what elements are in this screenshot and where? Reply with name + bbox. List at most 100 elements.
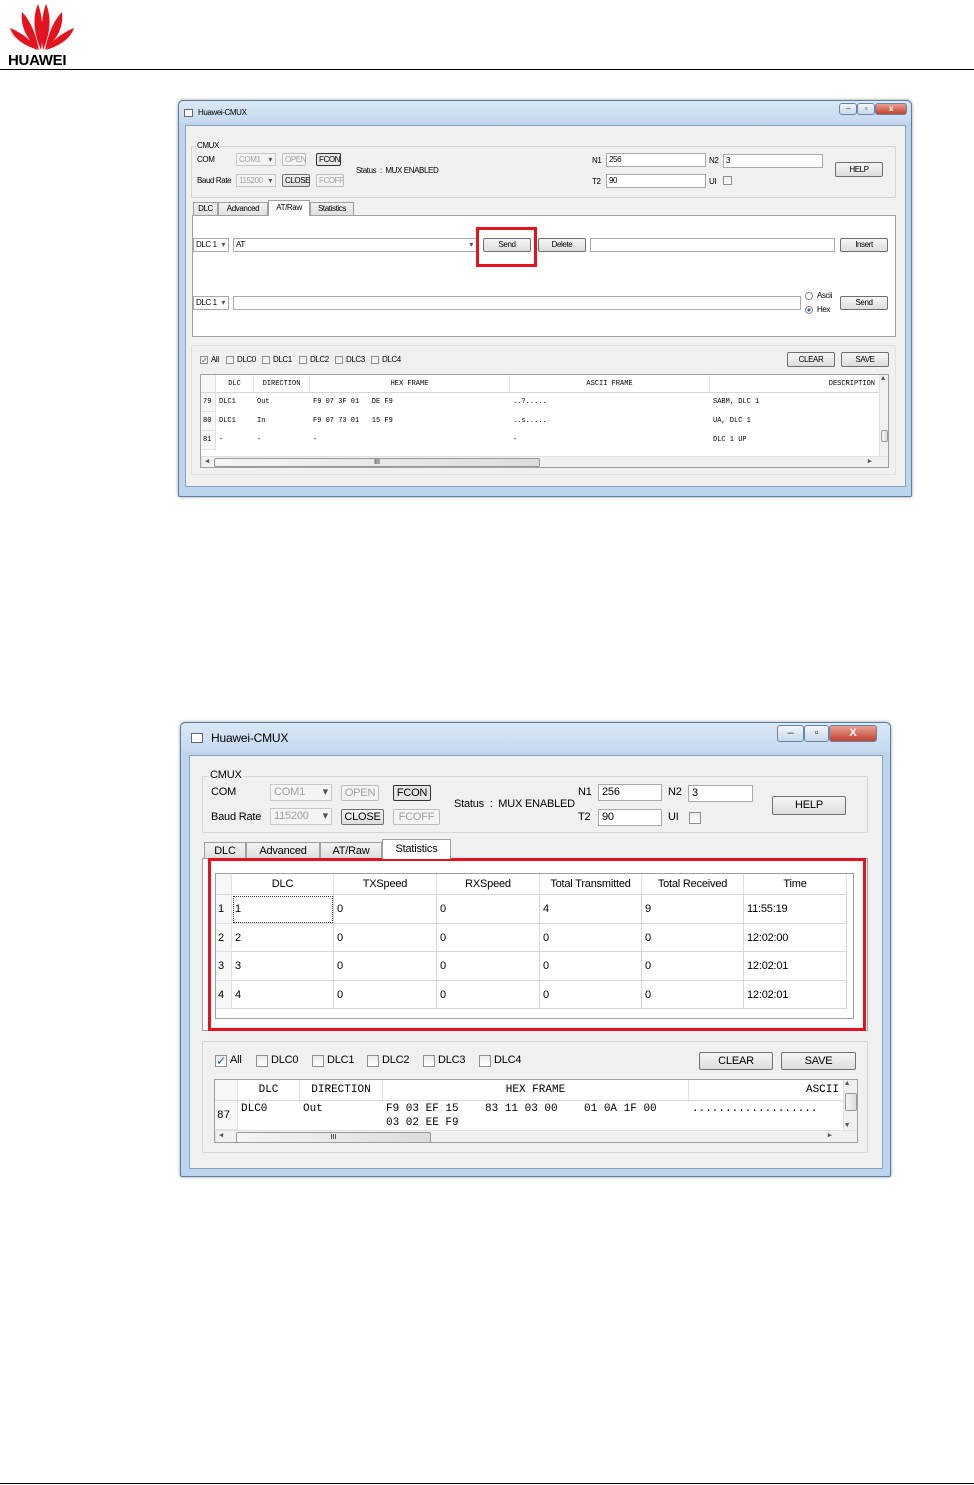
com-select[interactable]: COM1 ▾	[270, 784, 332, 801]
save-button[interactable]: SAVE	[781, 1052, 856, 1070]
horizontal-scroll-thumb[interactable]: III	[214, 458, 540, 467]
filter-checkbox-dlc1[interactable]	[262, 356, 270, 364]
clear-button[interactable]: CLEAR	[699, 1052, 773, 1070]
n2-input[interactable]: 3	[688, 785, 753, 802]
open-button[interactable]: OPEN	[341, 785, 379, 801]
table-cell[interactable]: 0	[334, 895, 437, 924]
t2-input[interactable]: 90	[598, 809, 662, 826]
save-button[interactable]: SAVE	[841, 352, 889, 367]
table-cell[interactable]: Out	[257, 398, 270, 406]
scroll-up-arrow-icon[interactable]: ▲	[881, 375, 886, 383]
table-cell[interactable]: In	[257, 417, 266, 425]
help-button[interactable]: HELP	[835, 162, 883, 177]
n2-input[interactable]: 3	[723, 154, 823, 168]
table-cell[interactable]: 0	[437, 923, 540, 952]
column-header[interactable]: DLC	[216, 375, 254, 393]
send-raw-button[interactable]: Send	[840, 296, 888, 310]
table-cell[interactable]: F9 03 EF 15 83 11 03 00 01 0A 1F 00 03 0…	[386, 1103, 657, 1129]
dlc-select-raw[interactable]: DLC 1 ▾	[193, 296, 229, 310]
table-cell[interactable]: ..s.....	[513, 417, 547, 425]
fcoff-button[interactable]: FCOFF	[393, 809, 440, 825]
ui-checkbox[interactable]	[689, 812, 701, 824]
insert-button[interactable]: Insert	[840, 238, 888, 252]
table-cell[interactable]: 11:55:19	[744, 895, 847, 924]
tab-statistics[interactable]: Statistics	[310, 202, 354, 216]
table-cell[interactable]: SABM, DLC 1	[713, 398, 760, 406]
horizontal-scrollbar[interactable]: ◀ III ▶	[215, 1130, 857, 1142]
tab-atraw[interactable]: AT/Raw	[320, 842, 382, 859]
table-cell[interactable]: DLC0	[241, 1103, 268, 1115]
table-cell[interactable]: ..?.....	[513, 398, 547, 406]
filter-checkbox-dlc2[interactable]	[299, 356, 307, 364]
table-cell[interactable]: 12:02:01	[744, 980, 847, 1009]
column-header[interactable]: ASCII FRAME	[510, 375, 710, 393]
table-cell[interactable]: 3	[232, 952, 334, 981]
table-cell[interactable]: UA, DLC 1	[713, 417, 751, 425]
horizontal-scrollbar[interactable]: ◀ III ▶	[201, 456, 888, 467]
column-header[interactable]: Total Received	[642, 874, 744, 895]
send-command-button[interactable]: Send	[483, 238, 531, 252]
table-cell[interactable]: DLC 1 UP	[713, 436, 747, 444]
n1-input[interactable]: 256	[606, 153, 706, 167]
filter-checkbox-dlc4[interactable]	[371, 356, 379, 364]
table-cell[interactable]: 9	[642, 895, 744, 924]
close-window-button[interactable]: x	[875, 103, 907, 115]
table-cell[interactable]: 0	[540, 952, 642, 981]
maximize-button[interactable]: ▫	[804, 725, 829, 742]
filter-checkbox-dlc0[interactable]	[256, 1055, 268, 1067]
tab-dlc[interactable]: DLC	[193, 202, 218, 216]
fcoff-button[interactable]: FCOFF	[316, 174, 344, 187]
title-bar[interactable]: Huawei-CMUX – ▫ X	[181, 723, 890, 753]
table-cell[interactable]: -	[513, 436, 518, 444]
table-cell[interactable]: 0	[334, 980, 437, 1009]
close-button[interactable]: CLOSE	[341, 809, 384, 825]
column-header[interactable]: RXSpeed	[437, 874, 540, 895]
table-cell[interactable]: 0	[642, 980, 744, 1009]
table-cell[interactable]: 12:02:01	[744, 952, 847, 981]
column-header[interactable]: HEX FRAME	[310, 375, 510, 393]
table-cell[interactable]: 1	[232, 895, 334, 924]
at-command-select[interactable]: AT ▾	[233, 238, 477, 252]
table-cell[interactable]: 0	[437, 980, 540, 1009]
table-cell[interactable]: F9 07 73 01 15 F9	[313, 417, 393, 425]
t2-input[interactable]: 90	[606, 174, 706, 188]
filter-checkbox-dlc3[interactable]	[423, 1055, 435, 1067]
close-window-button[interactable]: X	[829, 725, 877, 742]
table-cell[interactable]: 0	[642, 952, 744, 981]
scroll-left-arrow-icon[interactable]: ◀	[205, 458, 210, 466]
filter-checkbox-dlc3[interactable]	[335, 356, 343, 364]
table-cell[interactable]: 4	[232, 980, 334, 1009]
delete-button[interactable]: Delete	[538, 238, 586, 252]
tab-statistics[interactable]: Statistics	[382, 839, 451, 859]
table-cell[interactable]: 0	[540, 980, 642, 1009]
n1-input[interactable]: 256	[598, 784, 662, 801]
table-cell[interactable]: 0	[642, 923, 744, 952]
ascii-radio[interactable]	[805, 292, 813, 300]
table-cell[interactable]: 0	[334, 952, 437, 981]
table-cell[interactable]: -	[219, 436, 224, 444]
minimize-button[interactable]: –	[777, 725, 804, 742]
table-cell[interactable]: F9 07 3F 01 DE F9	[313, 398, 393, 406]
tab-advanced[interactable]: Advanced	[218, 202, 268, 216]
filter-checkbox-dlc2[interactable]	[367, 1055, 379, 1067]
vertical-scroll-thumb[interactable]	[881, 430, 888, 442]
insert-command-input[interactable]	[590, 238, 835, 252]
tab-advanced[interactable]: Advanced	[246, 842, 320, 859]
table-cell[interactable]: 0	[334, 923, 437, 952]
tab-dlc[interactable]: DLC	[204, 842, 246, 859]
column-header[interactable]: TXSpeed	[334, 874, 437, 895]
tab-atraw[interactable]: AT/Raw	[268, 200, 310, 216]
table-cell[interactable]: ...................	[692, 1103, 818, 1115]
table-cell[interactable]: -	[257, 436, 262, 444]
table-cell[interactable]: 0	[437, 952, 540, 981]
ui-checkbox[interactable]	[723, 176, 732, 185]
scroll-down-arrow-icon[interactable]: ▼	[845, 1122, 850, 1130]
clear-button[interactable]: CLEAR	[787, 352, 835, 367]
fcon-button[interactable]: FCON	[393, 785, 431, 801]
scroll-right-arrow-icon[interactable]: ▶	[867, 458, 872, 466]
minimize-button[interactable]: –	[839, 103, 857, 115]
table-cell[interactable]: DLC1	[219, 417, 236, 425]
column-header[interactable]: Total Transmitted	[540, 874, 642, 895]
column-header[interactable]: DIRECTION	[254, 375, 310, 393]
horizontal-scroll-thumb[interactable]: III	[236, 1132, 431, 1142]
